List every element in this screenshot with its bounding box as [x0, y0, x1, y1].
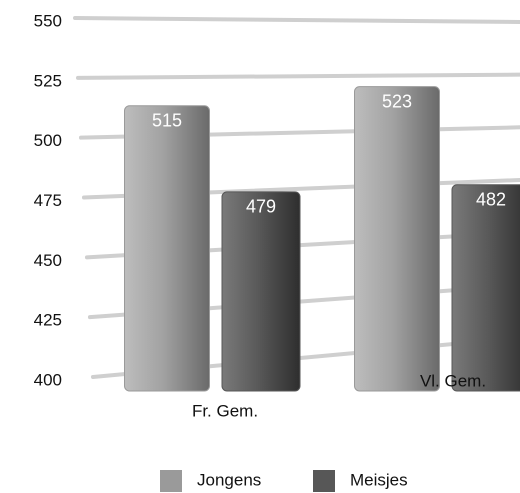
legend-swatch	[160, 470, 182, 492]
y-tick-label: 500	[34, 131, 62, 150]
bar	[354, 86, 440, 392]
legend-label: Meisjes	[350, 470, 408, 489]
legend-swatch	[313, 470, 335, 492]
bar	[451, 184, 520, 392]
y-tick-label: 450	[34, 251, 62, 270]
y-tick-label: 475	[34, 191, 62, 210]
y-tick-label: 425	[34, 311, 62, 330]
data-label: 523	[382, 91, 412, 111]
legend-label: Jongens	[197, 470, 261, 489]
data-label: 482	[476, 189, 506, 209]
y-tick-label: 550	[34, 11, 62, 30]
bar	[221, 191, 301, 392]
y-tick-label: 525	[34, 71, 62, 90]
data-label: 515	[152, 111, 182, 131]
grid-line	[75, 72, 520, 80]
data-label: 479	[246, 197, 276, 217]
grid-line	[73, 16, 520, 24]
x-tick-label: Fr. Gem.	[192, 401, 258, 420]
bar	[124, 105, 210, 392]
y-tick-label: 400	[34, 370, 62, 389]
x-tick-label: Vl. Gem.	[420, 371, 486, 390]
